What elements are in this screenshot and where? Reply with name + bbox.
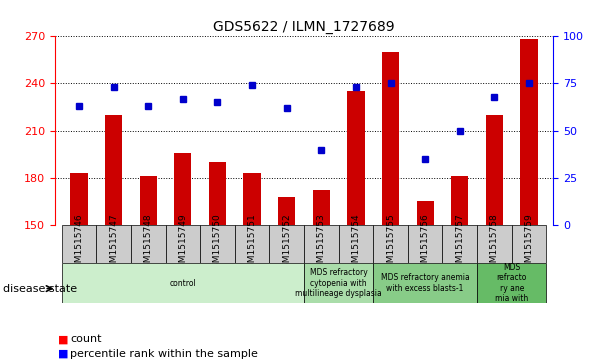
Bar bbox=[71, 173, 88, 225]
FancyBboxPatch shape bbox=[200, 225, 235, 263]
Bar bbox=[174, 153, 192, 225]
Bar bbox=[278, 197, 295, 225]
Text: ■: ■ bbox=[58, 334, 68, 344]
Text: ■: ■ bbox=[58, 349, 68, 359]
FancyBboxPatch shape bbox=[61, 225, 96, 263]
Text: GSM1515749: GSM1515749 bbox=[178, 214, 187, 274]
Text: MDS refractory anemia
with excess blasts-1: MDS refractory anemia with excess blasts… bbox=[381, 273, 469, 293]
FancyBboxPatch shape bbox=[165, 225, 200, 263]
Bar bbox=[486, 115, 503, 225]
Text: GSM1515757: GSM1515757 bbox=[455, 214, 465, 274]
FancyBboxPatch shape bbox=[339, 225, 373, 263]
Text: MDS refractory
cytopenia with
multilineage dysplasia: MDS refractory cytopenia with multilinea… bbox=[295, 268, 382, 298]
Text: GSM1515755: GSM1515755 bbox=[386, 214, 395, 274]
Text: GSM1515751: GSM1515751 bbox=[247, 214, 257, 274]
FancyBboxPatch shape bbox=[477, 263, 547, 303]
FancyBboxPatch shape bbox=[96, 225, 131, 263]
Bar bbox=[520, 40, 537, 225]
Bar bbox=[140, 176, 157, 225]
Bar bbox=[105, 115, 122, 225]
Text: control: control bbox=[170, 279, 196, 287]
FancyBboxPatch shape bbox=[269, 225, 304, 263]
Text: GSM1515746: GSM1515746 bbox=[74, 214, 83, 274]
FancyBboxPatch shape bbox=[373, 263, 477, 303]
Text: GSM1515748: GSM1515748 bbox=[143, 214, 153, 274]
FancyBboxPatch shape bbox=[408, 225, 443, 263]
Text: GSM1515758: GSM1515758 bbox=[490, 214, 499, 274]
FancyBboxPatch shape bbox=[512, 225, 547, 263]
FancyBboxPatch shape bbox=[304, 225, 339, 263]
Bar bbox=[347, 91, 365, 225]
Title: GDS5622 / ILMN_1727689: GDS5622 / ILMN_1727689 bbox=[213, 20, 395, 34]
Text: GSM1515750: GSM1515750 bbox=[213, 214, 222, 274]
Bar bbox=[243, 173, 261, 225]
Text: GSM1515759: GSM1515759 bbox=[525, 214, 534, 274]
FancyBboxPatch shape bbox=[443, 225, 477, 263]
Bar bbox=[313, 191, 330, 225]
FancyBboxPatch shape bbox=[131, 225, 165, 263]
Text: GSM1515747: GSM1515747 bbox=[109, 214, 118, 274]
Bar bbox=[209, 162, 226, 225]
Bar bbox=[416, 201, 434, 225]
Text: GSM1515754: GSM1515754 bbox=[351, 214, 361, 274]
Text: GSM1515753: GSM1515753 bbox=[317, 214, 326, 274]
FancyBboxPatch shape bbox=[304, 263, 373, 303]
FancyBboxPatch shape bbox=[235, 225, 269, 263]
Text: GSM1515756: GSM1515756 bbox=[421, 214, 430, 274]
Text: GSM1515752: GSM1515752 bbox=[282, 214, 291, 274]
Text: count: count bbox=[70, 334, 102, 344]
FancyBboxPatch shape bbox=[477, 225, 512, 263]
Bar bbox=[382, 52, 399, 225]
FancyBboxPatch shape bbox=[61, 263, 304, 303]
FancyBboxPatch shape bbox=[373, 225, 408, 263]
Text: percentile rank within the sample: percentile rank within the sample bbox=[70, 349, 258, 359]
Bar bbox=[451, 176, 468, 225]
Text: disease state: disease state bbox=[3, 284, 77, 294]
Text: MDS
refracto
ry ane
mia with: MDS refracto ry ane mia with bbox=[495, 263, 528, 303]
